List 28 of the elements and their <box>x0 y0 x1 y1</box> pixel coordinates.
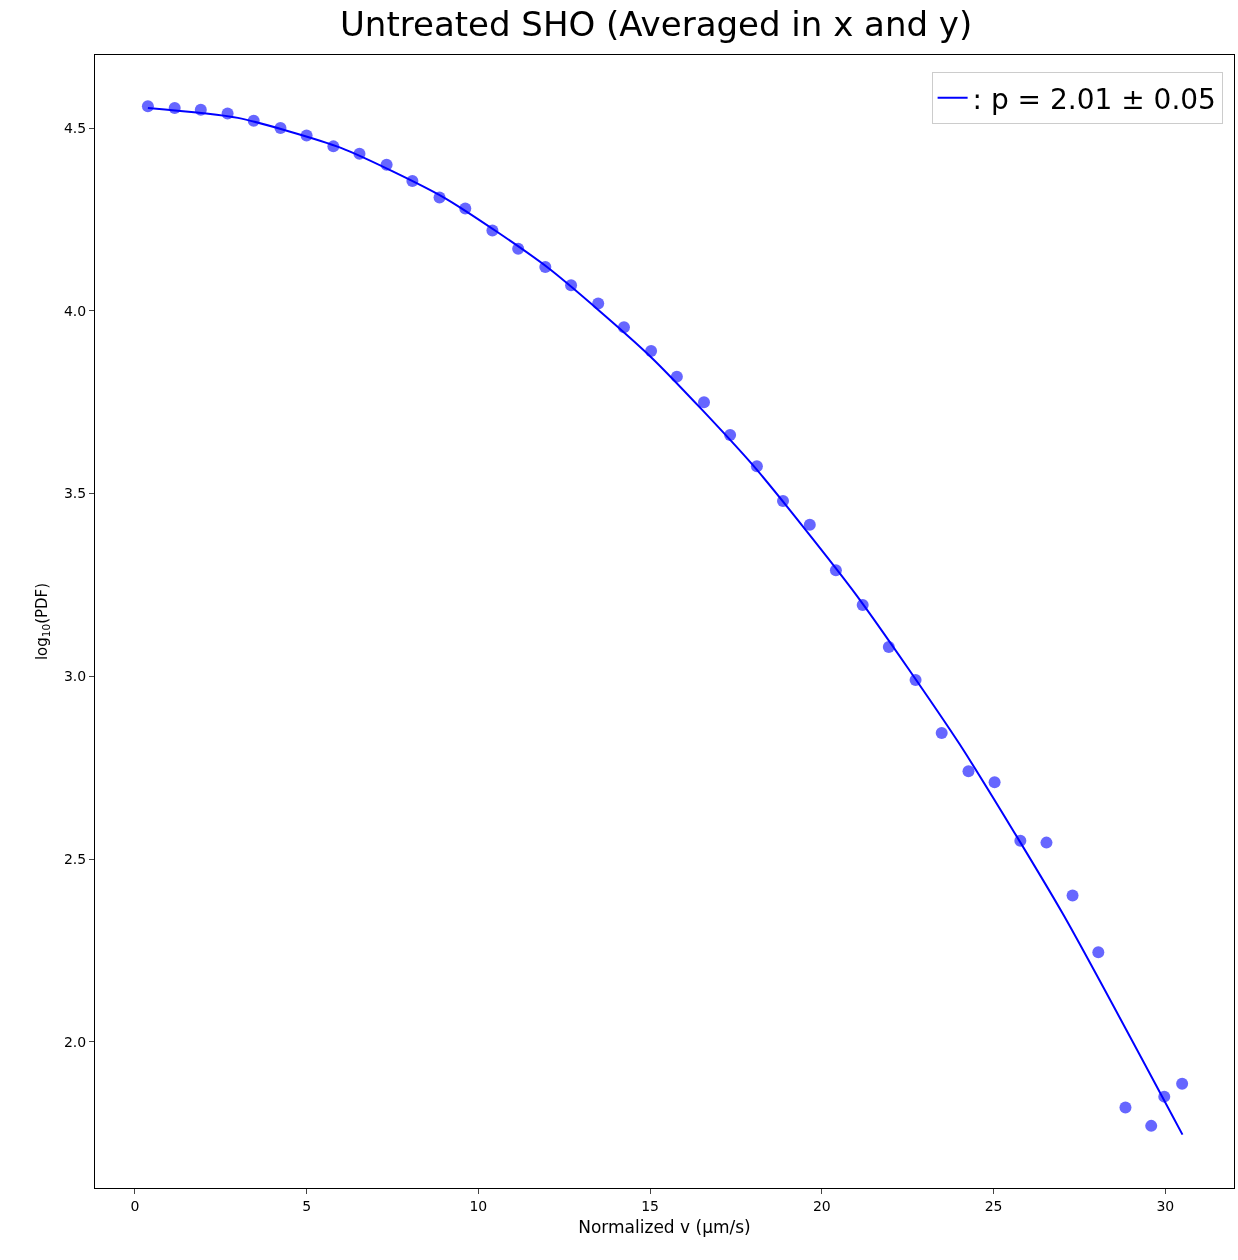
point <box>1176 1077 1189 1090</box>
y-tick-label: 3.5 <box>63 485 87 502</box>
y-tick-label: 2.0 <box>63 1033 87 1050</box>
legend-label: : p = 2.01 ± 0.05 <box>972 82 1216 116</box>
x-tick-label: 20 <box>812 1197 831 1214</box>
x-tick-label: 25 <box>984 1197 1003 1214</box>
point <box>1066 889 1079 902</box>
x-tick-label: 0 <box>130 1197 140 1214</box>
x-tick-label: 10 <box>469 1197 488 1214</box>
point <box>935 726 948 739</box>
y-tick-label: 3.0 <box>63 668 87 685</box>
point <box>962 765 975 778</box>
y-tick-label: 4.0 <box>63 302 87 319</box>
point <box>698 396 710 409</box>
point <box>988 776 1001 789</box>
y-tick-label: 4.5 <box>63 120 87 136</box>
point <box>1145 1119 1158 1132</box>
point <box>1119 1101 1132 1114</box>
point <box>1040 836 1053 849</box>
x-tick-label: 5 <box>302 1197 312 1214</box>
point <box>141 100 154 113</box>
point <box>1092 946 1105 959</box>
x-axis-title: Normalized v (μm/s) <box>578 1217 751 1238</box>
chart-title: Untreated SHO (Averaged in x and y) <box>340 4 973 45</box>
x-tick-label: 30 <box>1156 1197 1175 1214</box>
x-tick-label: 15 <box>641 1197 659 1214</box>
y-tick-label: 2.5 <box>63 850 87 867</box>
point <box>803 518 816 531</box>
